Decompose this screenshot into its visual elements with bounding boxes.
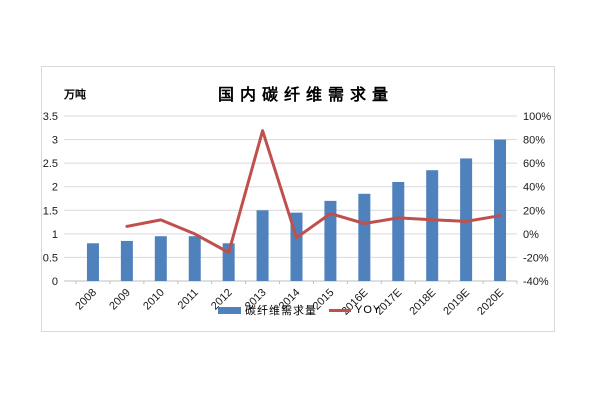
bar-2013 [256, 210, 269, 281]
left-axis-tick-label: 1 [52, 229, 58, 241]
right-axis-tick-label: -40% [523, 276, 549, 288]
x-axis-label-2010: 2010 [141, 287, 167, 313]
left-axis-tick-label: 0 [52, 276, 58, 288]
bar-2015 [324, 200, 337, 281]
legend: 碳纤维需求量 YOY [218, 302, 381, 318]
bar-2008 [86, 243, 99, 281]
left-axis-tick-label: 1.5 [43, 205, 58, 217]
left-axis-tick-label: 0.5 [43, 252, 58, 264]
bar-2016E [358, 193, 371, 281]
legend-line-swatch-icon [329, 308, 351, 312]
yoy-line [125, 129, 502, 254]
bar-2017E [392, 182, 405, 281]
bar-2020E [494, 139, 507, 281]
right-axis-tick-label: 60% [523, 158, 545, 170]
bar-2011 [188, 236, 201, 281]
bar-2009 [120, 240, 133, 281]
right-axis-tick-label: 0% [523, 229, 539, 241]
x-axis-label-2008: 2008 [73, 287, 99, 313]
chart-title: 国内碳纤维需求量 [217, 87, 394, 104]
legend-bar-swatch-icon [218, 306, 241, 314]
right-axis-tick-label: -20% [523, 252, 549, 264]
x-axis-label-2018E: 2018E [407, 287, 438, 318]
x-axis-label-2019E: 2019E [441, 287, 472, 318]
left-axis-tick-label: 2.5 [43, 158, 58, 170]
left-axis-tick-label: 3.5 [43, 111, 58, 123]
x-axis-label-2009: 2009 [107, 287, 133, 313]
legend-bar-label: 碳纤维需求量 [245, 305, 317, 317]
legend-line-label: YOY [355, 304, 382, 316]
bar-2019E [460, 158, 473, 281]
right-axis-tick-label: 100% [523, 111, 551, 123]
x-axis-label-2020E: 2020E [475, 287, 506, 318]
right-axis-tick-label: 20% [523, 205, 545, 217]
y-axis-unit-label: 万吨 [64, 89, 86, 101]
right-axis-tick-label: 80% [523, 135, 545, 147]
left-axis-tick-label: 3 [52, 135, 58, 147]
right-axis-tick-label: 40% [523, 182, 545, 194]
bar-2018E [426, 170, 439, 281]
x-axis-label-2011: 2011 [176, 287, 201, 312]
bar-2010 [154, 236, 167, 281]
left-axis-tick-label: 2 [52, 182, 58, 194]
bar-2012 [222, 243, 235, 281]
